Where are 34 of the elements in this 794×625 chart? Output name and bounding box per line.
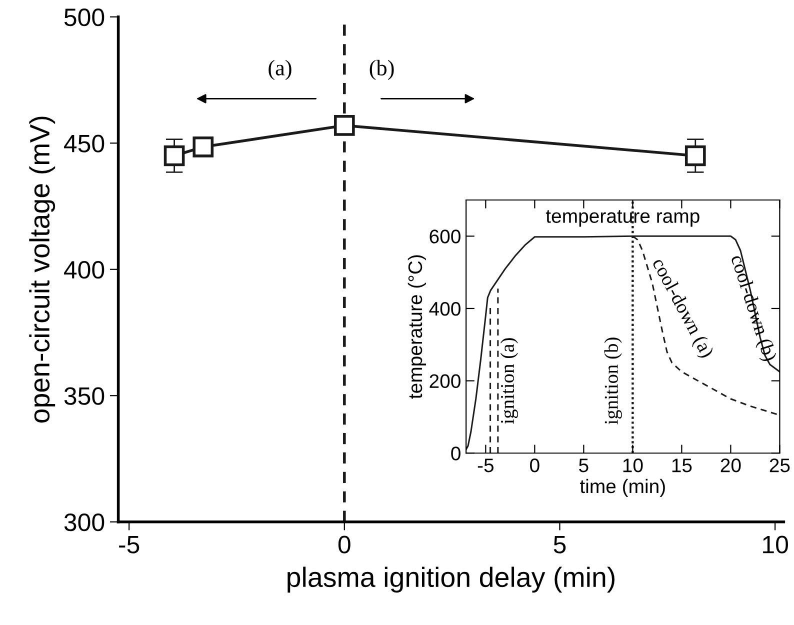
x-tick-label: 5 xyxy=(554,536,566,554)
y-tick-label: 500 xyxy=(64,8,104,26)
y-tick-label: 300 xyxy=(64,513,104,532)
y-tick-label: 200 xyxy=(430,374,460,388)
y-tick-label: 600 xyxy=(430,230,460,244)
x-tick-label: 5 xyxy=(579,458,588,472)
annotation: ignition (b) xyxy=(604,338,622,424)
x-tick-label: 20 xyxy=(720,458,741,472)
point xyxy=(684,145,706,166)
x-tick-label: 0 xyxy=(338,536,350,554)
y-tick-label: 400 xyxy=(429,302,460,316)
x-tick-label: 10 xyxy=(623,458,643,472)
y-axis-title: open-circuit voltage (mV) xyxy=(29,116,56,423)
chart-title: temperature ramp xyxy=(546,210,700,227)
x-tick-label: 15 xyxy=(672,458,692,472)
annotation: ignition (a) xyxy=(500,338,518,424)
x-tick-label: 0 xyxy=(530,458,540,472)
y-axis-title: temperature (°C) xyxy=(408,255,426,399)
x-tick-label: 25 xyxy=(770,458,790,472)
point xyxy=(192,136,214,158)
x-tick-label: 10 xyxy=(763,536,788,554)
x-axis-title: time (min) xyxy=(580,478,665,498)
annotation: (a) xyxy=(268,60,292,80)
x-axis-title: plasma ignition delay (min) xyxy=(288,566,614,593)
x-tick-label: -5 xyxy=(478,458,494,472)
annotation: (b) xyxy=(370,60,394,80)
y-tick-label: 350 xyxy=(64,387,104,405)
point xyxy=(164,145,185,166)
y-tick-label: 450 xyxy=(64,134,104,152)
y-tick-label: 0 xyxy=(451,446,460,460)
point xyxy=(334,115,355,136)
y-tick-label: 400 xyxy=(64,260,104,279)
x-tick-label: -5 xyxy=(119,536,140,554)
annotation: cool-down (b) xyxy=(727,254,778,364)
